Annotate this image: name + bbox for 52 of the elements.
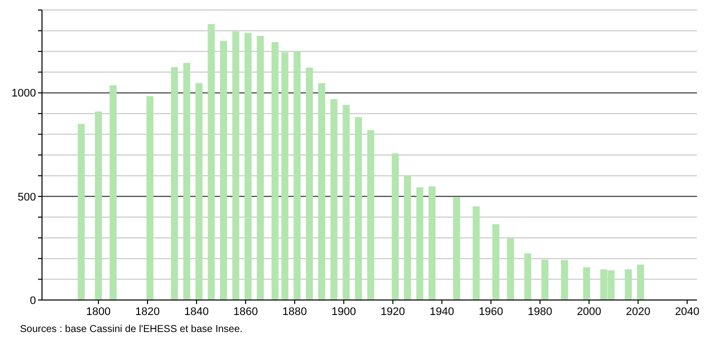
bar <box>583 267 590 300</box>
bar <box>232 32 240 300</box>
bar <box>330 99 338 300</box>
bar <box>404 176 412 300</box>
bar <box>170 67 178 300</box>
bar <box>110 85 117 300</box>
x-tick-label: 2040 <box>674 306 700 318</box>
x-tick-label: 1840 <box>184 306 209 318</box>
bar <box>94 112 102 300</box>
bar <box>561 260 568 300</box>
bar <box>220 40 228 300</box>
x-tick-label: 1980 <box>528 306 552 318</box>
bar <box>492 224 500 300</box>
x-tick-label: 1860 <box>233 306 258 318</box>
bar <box>306 68 313 300</box>
bar <box>472 206 480 300</box>
x-tick-label: 1800 <box>86 306 111 318</box>
bar <box>272 42 279 300</box>
bar <box>294 51 301 300</box>
x-tick-label: 2000 <box>576 306 602 318</box>
source-note: Sources : base Cassini de l'EHESS et base Insee. <box>20 324 243 335</box>
bar <box>541 260 548 300</box>
x-tick-label: 1880 <box>282 306 307 318</box>
bar <box>183 62 190 300</box>
x-tick-label: 1820 <box>135 306 160 318</box>
bar <box>367 130 374 300</box>
bar <box>256 36 264 300</box>
bar <box>354 117 362 300</box>
bar <box>146 96 154 300</box>
bar <box>78 124 85 300</box>
bar <box>524 253 532 300</box>
bar <box>208 24 215 300</box>
bar <box>624 269 632 300</box>
x-tick-label: 1920 <box>380 306 406 318</box>
x-tick-label: 2020 <box>626 306 650 318</box>
bar <box>392 153 399 300</box>
x-tick-label: 1940 <box>430 306 454 318</box>
x-tick-label: 1960 <box>478 306 504 318</box>
y-tick-label: 500 <box>18 191 36 204</box>
bar <box>196 83 203 300</box>
bar <box>244 32 252 300</box>
bar <box>637 264 644 300</box>
bar <box>453 197 460 300</box>
bar <box>281 52 288 300</box>
bar <box>507 238 514 300</box>
y-tick-label: 1000 <box>12 88 36 100</box>
bar <box>428 186 436 300</box>
x-tick-label: 1900 <box>332 306 356 318</box>
y-tick-label: 0 <box>30 294 36 307</box>
bar <box>318 83 326 300</box>
bar <box>416 187 424 300</box>
bar <box>342 104 350 300</box>
